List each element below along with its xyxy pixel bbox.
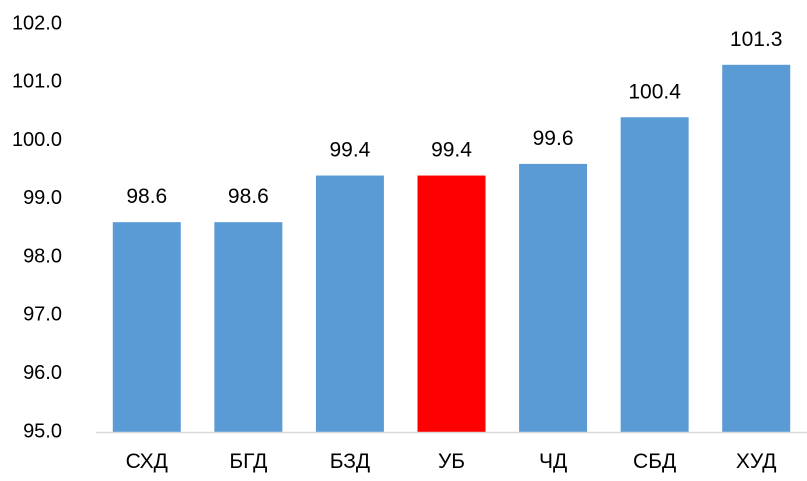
data-label: 99.4 <box>329 139 370 162</box>
bar <box>112 222 181 432</box>
data-label: 99.6 <box>533 127 574 150</box>
x-tick-label: БГД <box>229 450 267 473</box>
data-label: 100.4 <box>628 80 681 103</box>
x-tick-label: СБД <box>633 450 676 473</box>
data-label: 101.3 <box>730 28 783 51</box>
x-tick-label: ЧД <box>539 450 567 473</box>
bar <box>620 117 689 432</box>
y-tick-label: 98.0 <box>23 245 62 267</box>
x-tick-label: БЗД <box>330 450 370 473</box>
bar <box>519 163 588 432</box>
x-tick-label: УБ <box>438 450 465 473</box>
bar <box>315 175 384 433</box>
x-tick-label: ХУД <box>736 450 777 473</box>
y-tick-label: 97.0 <box>23 304 62 326</box>
y-tick-label: 101.0 <box>12 71 62 93</box>
y-tick-label: 95.0 <box>23 420 62 442</box>
data-label: 98.6 <box>126 185 167 208</box>
y-tick-label: 100.0 <box>12 129 62 151</box>
bar <box>214 222 283 432</box>
bar <box>722 64 791 433</box>
bar <box>417 175 486 433</box>
y-tick-label: 96.0 <box>23 362 62 384</box>
data-label: 98.6 <box>228 185 269 208</box>
y-tick-label: 99.0 <box>23 187 62 209</box>
data-label: 99.4 <box>431 139 472 162</box>
y-tick-label: 102.0 <box>12 12 62 34</box>
x-tick-label: СХД <box>126 450 168 473</box>
